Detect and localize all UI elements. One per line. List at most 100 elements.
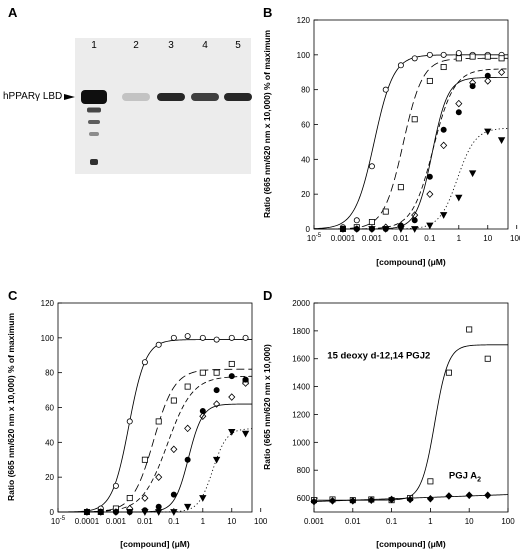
data-point [426, 173, 433, 180]
data-point [468, 170, 477, 178]
data-point [126, 495, 133, 502]
band-arrow-icon [64, 94, 75, 100]
data-point [411, 55, 418, 62]
panel-label-d: D [263, 288, 272, 303]
gel-band [191, 93, 219, 101]
chart-panel-c: 10-5 0.0001 0.001 0.01 0.1 1 10 100 0 20 40 60 80 100… [6, 299, 268, 549]
x-tick-label: 10 [465, 517, 474, 526]
x-tick-label: 0.0001 [75, 517, 100, 526]
gel-background [75, 38, 251, 174]
data-point [228, 334, 235, 341]
data-point [455, 99, 463, 108]
data-point [497, 137, 506, 145]
series-5-points [368, 128, 506, 233]
y-axis-label: Ratio (665 nm/620 nm x 10,000) % of maxi… [6, 313, 16, 501]
fit-curve-series-1 [313, 54, 508, 230]
plot-frame [313, 302, 509, 513]
x-tick-label: 0.01 [393, 234, 409, 243]
data-point [170, 397, 177, 404]
data-point [382, 208, 389, 215]
gel-bands [81, 90, 252, 165]
y-tick-label: 2000 [292, 299, 310, 308]
data-point [241, 430, 250, 438]
y-tick-label: 120 [297, 16, 311, 25]
data-point [141, 456, 148, 463]
y-tick-label: 100 [41, 334, 55, 343]
y-tick-label: 20 [45, 473, 54, 482]
y-tick-label: 800 [297, 466, 311, 475]
data-point [126, 418, 133, 425]
x-tick-label: 1 [201, 517, 206, 526]
y-tick-label: 1400 [292, 383, 310, 392]
plot-frame [57, 302, 253, 513]
series-1-points [339, 50, 505, 231]
data-point [427, 478, 434, 485]
data-point [484, 77, 492, 85]
data-point [382, 86, 389, 93]
data-point [213, 400, 221, 408]
y-tick-label: 1000 [292, 438, 310, 447]
series-2-points [310, 491, 492, 506]
x-axis-label: [compound] (μM) [376, 539, 446, 549]
data-point [141, 494, 149, 502]
panel-label-c: C [8, 288, 18, 303]
x-tick-label: 10 [227, 517, 236, 526]
gel-lane-label: 2 [133, 40, 139, 51]
data-point [411, 116, 418, 123]
data-point [484, 53, 491, 60]
x-tick-label: 0.1 [168, 517, 180, 526]
fit-curve-series-3 [58, 375, 253, 513]
y-tick-label: 1600 [292, 355, 310, 364]
data-point [368, 219, 375, 226]
y-axis-label: Ratio (665 nm/620 nm x 10,000) [262, 344, 272, 470]
data-point [484, 491, 492, 500]
fit-curve-series-2 [314, 57, 508, 230]
data-point [397, 184, 404, 191]
gel-band [89, 132, 99, 136]
data-point [484, 128, 492, 136]
data-point [440, 126, 447, 133]
data-point [411, 226, 419, 233]
series-4-points [83, 373, 249, 515]
gel-lane-labels: 1 2 3 4 5 [91, 40, 241, 51]
x-tick-label: 0.001 [362, 234, 383, 243]
x-tick-label: 0.001 [304, 517, 325, 526]
data-point [141, 359, 148, 366]
data-point [367, 496, 375, 504]
data-point [465, 491, 473, 500]
y-tick-label: 0 [50, 508, 55, 517]
data-point [228, 428, 236, 436]
data-point [349, 497, 357, 505]
data-point [184, 456, 191, 463]
data-point [484, 72, 491, 79]
data-point [426, 494, 434, 503]
gel-panel: 1 2 3 4 5 hPPARγ LBD [3, 38, 252, 174]
fit-curve-series-5 [58, 428, 253, 513]
gel-lane-label: 4 [202, 40, 208, 51]
data-point [170, 509, 178, 516]
data-point [213, 369, 220, 376]
series-3-points [83, 379, 250, 516]
data-point [141, 509, 149, 516]
series-1-points [83, 333, 249, 515]
series-5-points [126, 428, 250, 516]
chart-annotation: PGJ A2 [449, 471, 481, 484]
data-point [155, 509, 163, 516]
plot-frame [313, 19, 509, 230]
x-tick-label: 0.001 [106, 517, 127, 526]
data-point [310, 497, 318, 506]
data-point [382, 226, 390, 233]
data-point [440, 64, 447, 71]
panel-label-b: B [263, 5, 272, 20]
gel-lane-label: 5 [235, 40, 241, 51]
data-point [213, 387, 220, 394]
fit-curve-series-4 [58, 403, 252, 513]
data-point [112, 482, 119, 489]
x-tick-label: 10-5 [307, 233, 322, 243]
data-point [469, 53, 476, 60]
chart-panel-d: 0.001 0.01 0.1 1 10 100 600 800 1000 1200 1400 1600… [262, 299, 515, 549]
data-point [228, 360, 235, 367]
series-2-points [83, 360, 249, 515]
fit-curve-series-4 [314, 77, 509, 230]
data-point [170, 334, 177, 341]
